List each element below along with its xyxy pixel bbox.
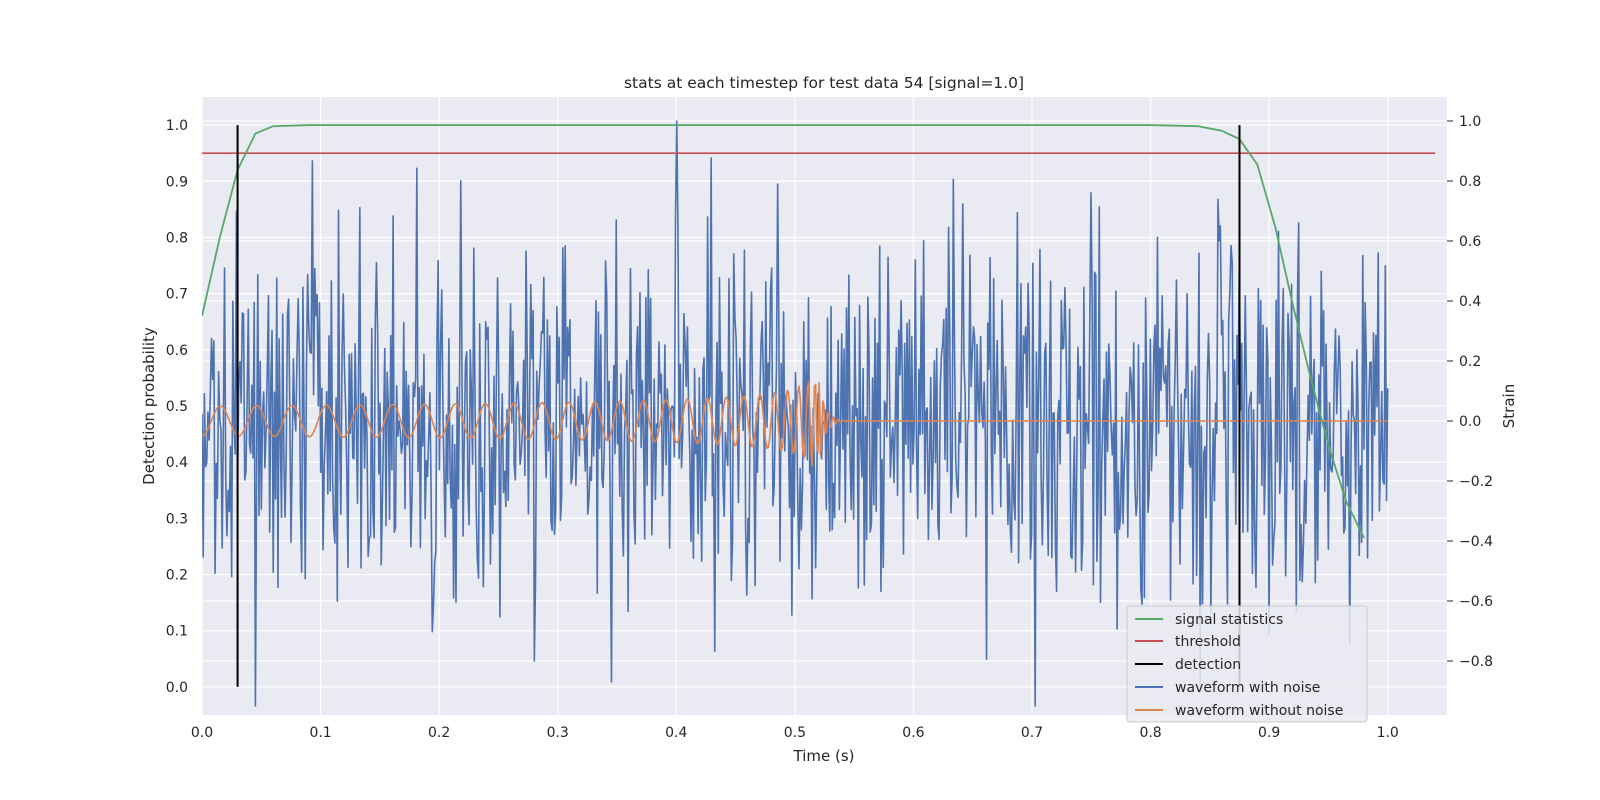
y-tick-label: 0.6 — [166, 343, 188, 359]
y2-tick-label: −0.8 — [1459, 654, 1493, 670]
x-axis: 0.0 0.1 0.2 0.3 0.4 0.5 0.6 0.7 0.8 0.9 1.0 — [191, 725, 1399, 741]
y2-axis-label: Strain — [1500, 384, 1518, 428]
series-layer — [202, 120, 1436, 707]
y2-tick-label: 0.0 — [1459, 414, 1481, 430]
y2-tick-label: 0.4 — [1459, 294, 1481, 310]
x-tick-label: 0.2 — [428, 725, 450, 741]
legend-label-threshold: threshold — [1175, 634, 1241, 650]
y2-tick-label: −0.6 — [1459, 594, 1493, 610]
y-tick-label: 0.0 — [166, 680, 188, 696]
y-tick-label: 0.5 — [166, 399, 188, 415]
legend-label-detection: detection — [1175, 657, 1241, 673]
series-signal-statistics — [202, 124, 1365, 539]
legend-box — [1126, 605, 1368, 723]
chart-title: stats at each timestep for test data 54 … — [624, 74, 1024, 92]
x-tick-label: 0.9 — [1258, 725, 1280, 741]
y2-tick-label: −0.2 — [1459, 474, 1493, 490]
y-tick-label: 0.1 — [166, 624, 188, 640]
x-tick-label: 0.4 — [665, 725, 687, 741]
legend-label-waveform-without-noise: waveform without noise — [1175, 703, 1343, 719]
legend-label-signal-statistics: signal statistics — [1175, 612, 1283, 628]
y-axis-right: −0.8 −0.6 −0.4 −0.2 0.0 0.2 0.4 0.6 0.8 1.0 — [1447, 114, 1493, 670]
x-tick-label: 0.8 — [1139, 725, 1161, 741]
y-tick-label: 0.8 — [166, 230, 188, 246]
y-axis-left: 0.0 0.1 0.2 0.3 0.4 0.5 0.6 0.7 0.8 0.9 1.0 — [166, 118, 188, 696]
x-tick-label: 0.6 — [902, 725, 924, 741]
series-waveform-without-noise — [202, 381, 1388, 467]
x-tick-label: 0.1 — [309, 725, 331, 741]
y2-tick-label: 0.8 — [1459, 174, 1481, 190]
y2-tick-label: 1.0 — [1459, 114, 1481, 130]
legend: signal statistics threshold detection wa… — [1126, 605, 1368, 723]
x-tick-label: 0.7 — [1021, 725, 1043, 741]
y-tick-label: 0.7 — [166, 287, 188, 303]
y-tick-label: 0.4 — [166, 455, 188, 471]
y2-tick-label: 0.6 — [1459, 234, 1481, 250]
y-tick-label: 1.0 — [166, 118, 188, 134]
y-axis-label: Detection probability — [140, 327, 158, 485]
y-tick-label: 0.9 — [166, 174, 188, 190]
x-axis-label: Time (s) — [793, 747, 855, 765]
y2-tick-label: 0.2 — [1459, 354, 1481, 370]
x-tick-label: 0.5 — [784, 725, 806, 741]
y-tick-label: 0.2 — [166, 568, 188, 584]
x-tick-label: 1.0 — [1377, 725, 1399, 741]
y-tick-label: 0.3 — [166, 511, 188, 527]
x-tick-label: 0.3 — [547, 725, 569, 741]
legend-label-waveform-with-noise: waveform with noise — [1175, 680, 1320, 696]
y2-tick-label: −0.4 — [1459, 534, 1493, 550]
x-tick-label: 0.0 — [191, 725, 213, 741]
